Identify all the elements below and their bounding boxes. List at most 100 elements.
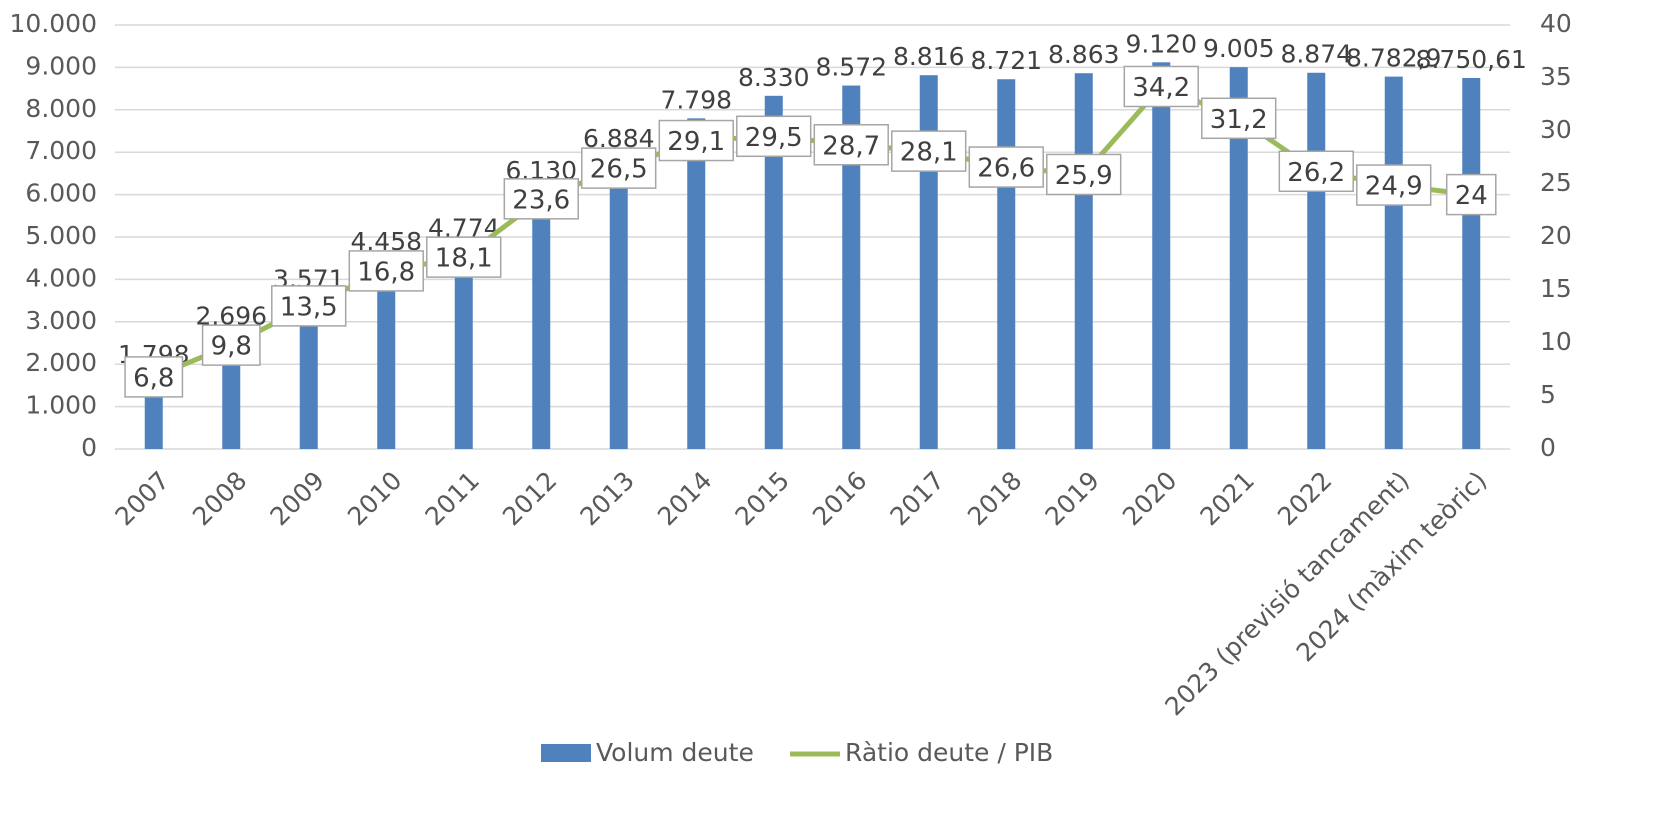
- data-label: 25,9: [1046, 153, 1122, 196]
- x-tick-label: 2010: [342, 466, 407, 531]
- data-label-box: [891, 130, 967, 172]
- x-tick-label: 2020: [1117, 466, 1182, 531]
- data-label-text: 24,9: [1365, 172, 1423, 202]
- data-label-box: [124, 356, 184, 398]
- data-label: 26,2: [1278, 150, 1354, 193]
- bar: [377, 259, 396, 449]
- data-label-text: 26,2: [1287, 158, 1345, 188]
- data-label-box: [271, 285, 347, 327]
- x-tick-label: 2022: [1272, 466, 1337, 531]
- data-label: 29,5: [736, 115, 812, 158]
- data-label-text: 29,1: [667, 127, 725, 157]
- bar-label: 9.005: [1203, 34, 1275, 63]
- x-tick-label: 2018: [962, 466, 1027, 531]
- data-label-text: 28,7: [822, 131, 880, 161]
- bar-label: 8.874: [1280, 40, 1352, 69]
- bar-label: 7.798: [660, 85, 732, 114]
- x-tick-label: 2013: [574, 466, 639, 531]
- y-tick-label: 0: [81, 433, 97, 462]
- data-label-box: [1445, 173, 1497, 216]
- x-tick-label: 2008: [187, 466, 252, 531]
- y2-tick-label: 5: [1540, 380, 1556, 409]
- bar: [1384, 76, 1403, 449]
- data-label-box: [581, 147, 657, 189]
- y-tick-label: 2.000: [25, 348, 97, 377]
- data-label-text: 26,6: [977, 154, 1035, 184]
- y-tick-label: 6.000: [25, 179, 97, 208]
- y-tick-label: 4.000: [25, 263, 97, 292]
- bar: [842, 85, 861, 449]
- y-tick-label: 9.000: [25, 51, 97, 80]
- data-label-text: 28,1: [900, 138, 958, 168]
- x-tick-label: 2009: [264, 466, 329, 531]
- x-tick-label: 2011: [419, 466, 484, 531]
- x-tick-label: 2016: [807, 466, 872, 531]
- bar: [532, 189, 551, 449]
- y2-tick-label: 30: [1540, 115, 1572, 144]
- legend-label: Ràtio deute / PIB: [845, 738, 1053, 767]
- x-tick-label: 2017: [884, 466, 949, 531]
- bar: [764, 95, 783, 450]
- data-label: 28,1: [891, 130, 967, 172]
- y2-tick-label: 40: [1540, 9, 1572, 38]
- data-label-box: [1201, 97, 1277, 140]
- bar-label: 9.120: [1125, 29, 1197, 58]
- bar-label: 8.572: [815, 53, 887, 82]
- data-label: 29,1: [658, 119, 734, 162]
- bar: [1229, 67, 1248, 450]
- bar: [687, 118, 706, 449]
- data-label-box: [503, 178, 579, 220]
- data-label: 9,8: [201, 324, 261, 366]
- data-label: 13,5: [271, 285, 347, 327]
- data-label: 28,7: [813, 124, 889, 166]
- data-label-text: 31,2: [1210, 105, 1268, 135]
- data-label-text: 34,2: [1132, 73, 1190, 103]
- data-label-text: 9,8: [211, 332, 252, 362]
- bar: [1462, 77, 1481, 450]
- bar-label: 8.721: [970, 46, 1042, 75]
- data-label-text: 18,1: [435, 244, 493, 274]
- y-tick-label: 3.000: [25, 306, 97, 335]
- bar: [997, 79, 1016, 449]
- data-label: 18,1: [426, 236, 502, 278]
- data-label: 26,5: [581, 147, 657, 189]
- x-tick-label: 2015: [729, 466, 794, 531]
- y-tick-label: 7.000: [25, 136, 97, 165]
- bar-label: 8.330: [738, 63, 810, 92]
- y-tick-label: 8.000: [25, 94, 97, 123]
- data-label: 34,2: [1123, 65, 1199, 108]
- data-label-text: 25,9: [1055, 161, 1113, 191]
- y2-tick-label: 25: [1540, 168, 1572, 197]
- data-label: 6,8: [124, 356, 184, 398]
- bar: [1307, 72, 1326, 449]
- data-label-box: [426, 236, 502, 278]
- x-tick-label: 2014: [652, 466, 717, 531]
- data-label-text: 6,8: [133, 363, 174, 393]
- data-label-text: 16,8: [357, 257, 415, 287]
- y2-tick-label: 20: [1540, 221, 1572, 250]
- data-label-text: 24: [1455, 181, 1488, 211]
- data-label-box: [736, 115, 812, 158]
- x-tick-label: 2021: [1194, 466, 1259, 531]
- data-label-box: [968, 146, 1044, 188]
- y2-tick-label: 15: [1540, 274, 1572, 303]
- data-label-box: [201, 324, 261, 366]
- bar-label: 8.816: [893, 42, 965, 71]
- data-label-box: [658, 119, 734, 162]
- data-label-box: [1123, 65, 1199, 108]
- data-label: 31,2: [1201, 97, 1277, 140]
- data-label-box: [1278, 150, 1354, 193]
- y-tick-label: 10.000: [10, 9, 97, 38]
- data-label: 16,8: [348, 250, 424, 292]
- data-label-box: [813, 124, 889, 166]
- legend-label: Volum deute: [596, 738, 754, 767]
- bar-label: 8.782,9: [1346, 44, 1441, 73]
- bar: [454, 246, 473, 449]
- data-label: 24: [1445, 173, 1497, 216]
- data-label-text: 23,6: [512, 185, 570, 215]
- bar-label: 8.750,61: [1416, 45, 1527, 74]
- data-label-text: 13,5: [280, 292, 338, 322]
- y-tick-label: 1.000: [25, 391, 97, 420]
- bar: [609, 157, 628, 449]
